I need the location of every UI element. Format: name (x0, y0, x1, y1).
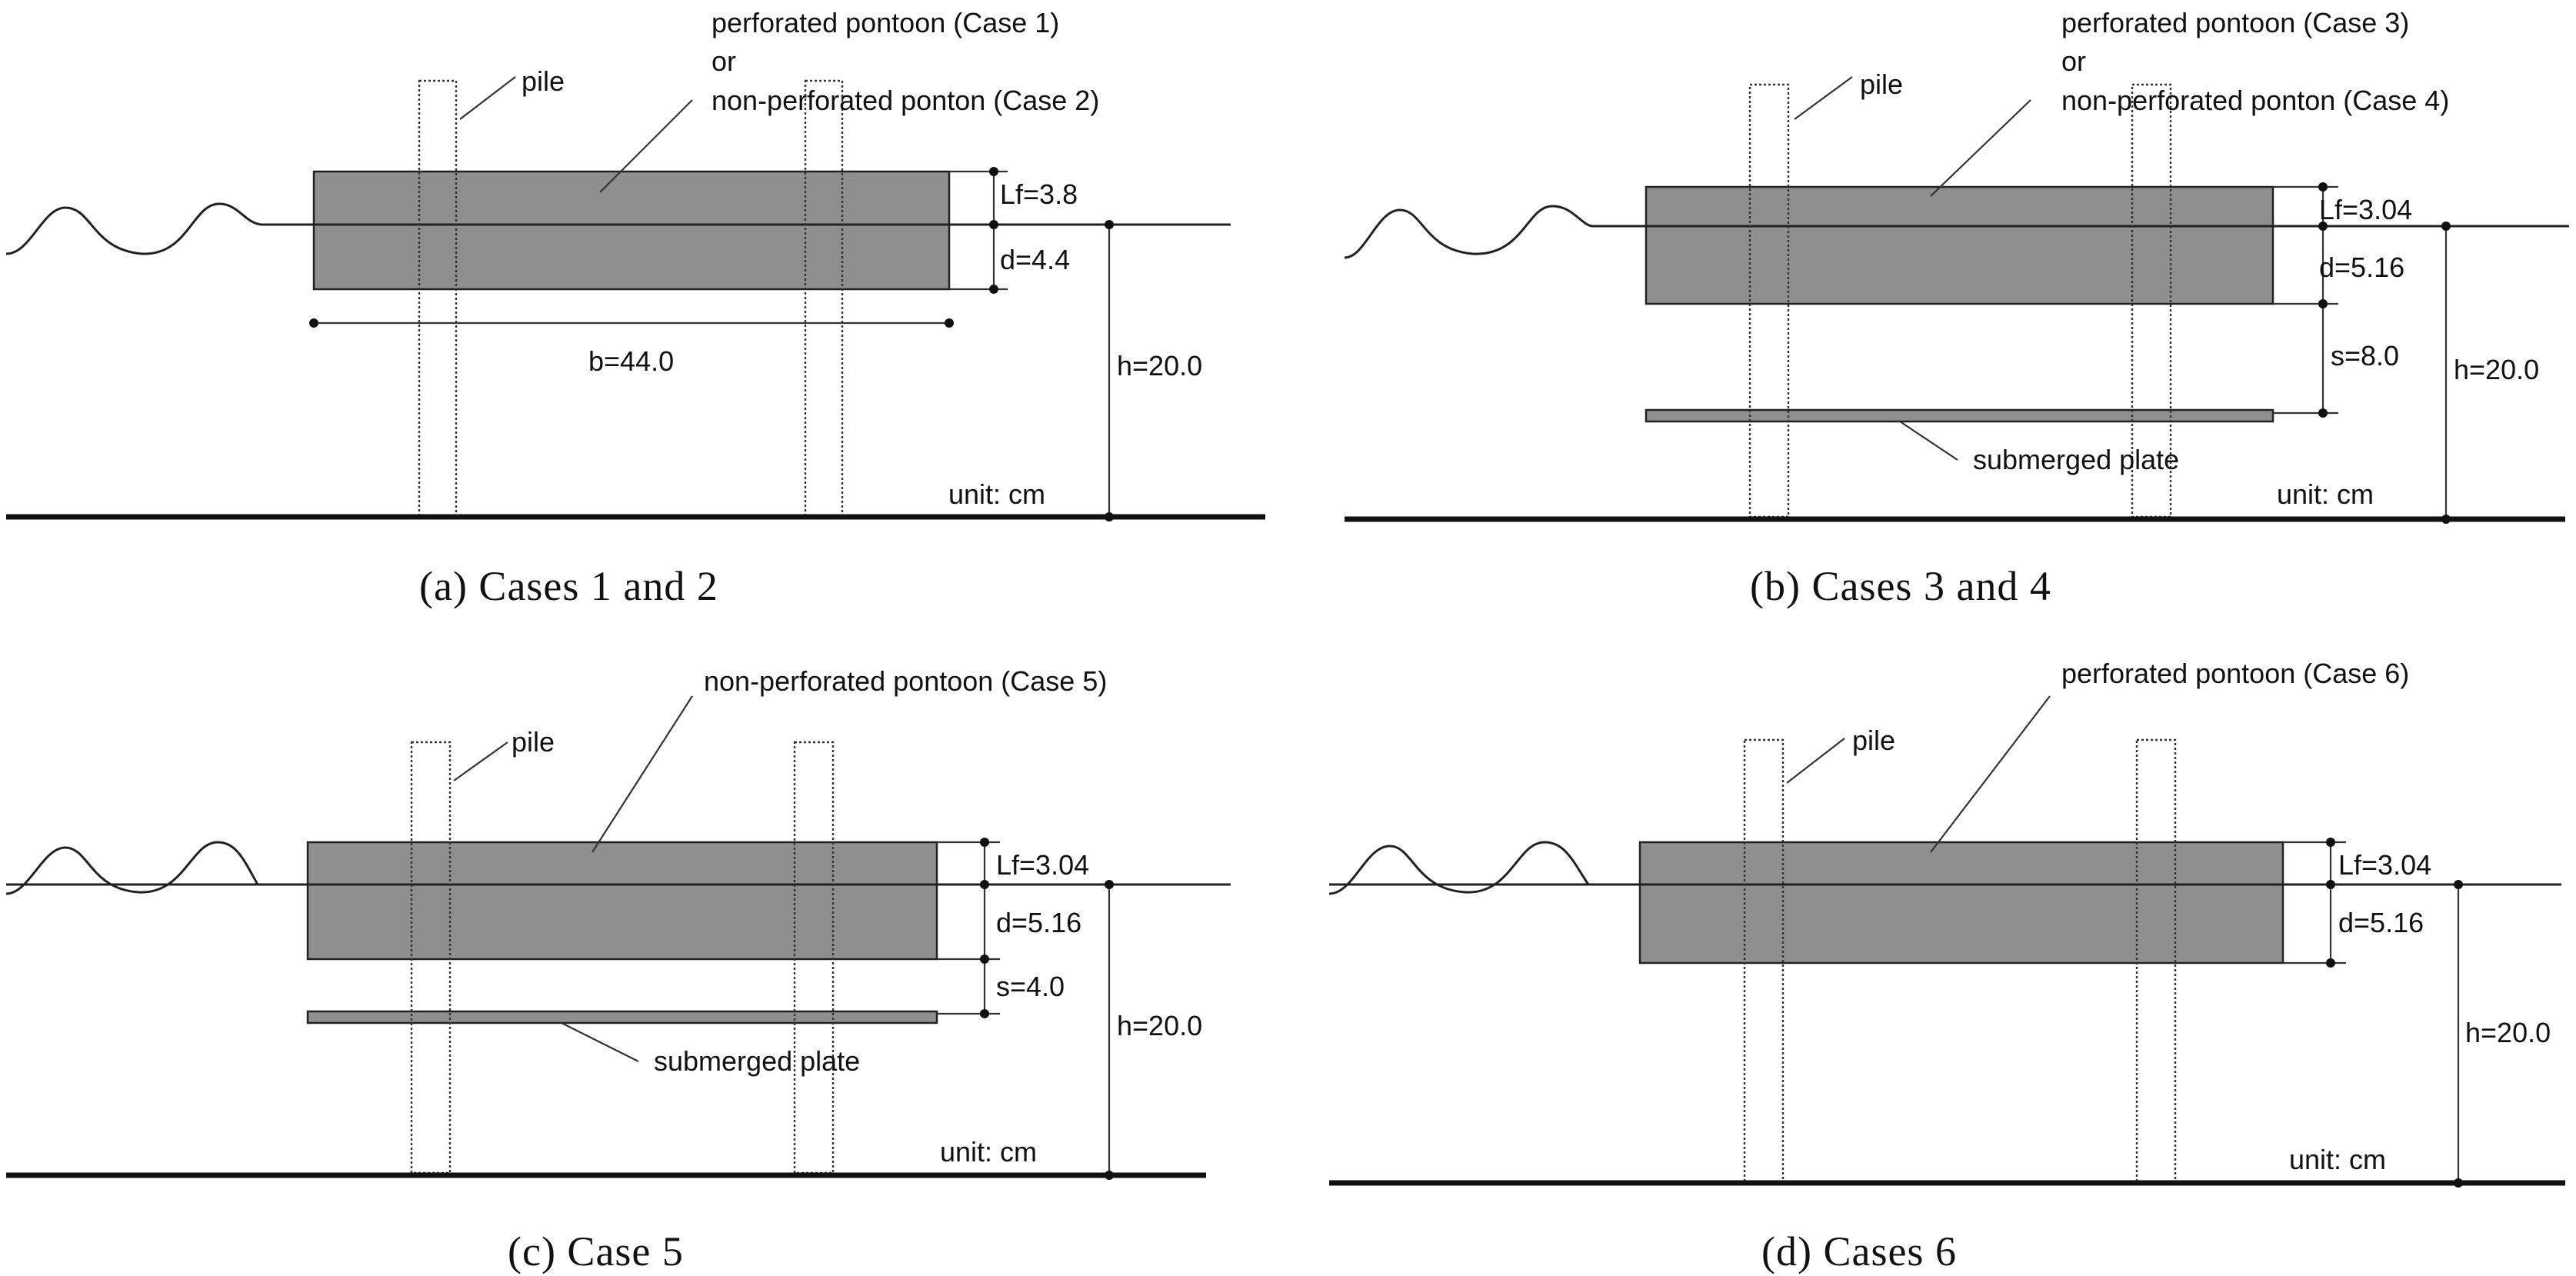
pontoon-label-line-3: non-perforated ponton (Case 2) (711, 85, 1099, 116)
submerged-plate (306, 1010, 938, 1024)
depth-label: h=20.0 (2454, 354, 2539, 385)
panel-a: pile perforated pontoon (Case 1) or non-… (5, 7, 1265, 609)
wave-icon (5, 202, 262, 255)
depth-label: h=20.0 (1117, 1010, 1202, 1041)
unit-label: unit: cm (948, 478, 1045, 510)
pile-label: pile (522, 65, 565, 97)
pile-label: pile (512, 726, 555, 758)
pile-label: pile (1860, 68, 1903, 100)
plate-label: submerged plate (1973, 444, 2179, 475)
unit-label: unit: cm (2289, 1144, 2386, 1175)
unit-label: unit: cm (2277, 478, 2374, 510)
pontoon (1638, 841, 2284, 964)
freeboard-label: Lf=3.04 (2338, 849, 2431, 881)
pontoon (306, 841, 938, 961)
pontoon-label-line-1: perforated pontoon (Case 1) (711, 7, 1059, 38)
caption: (b) Cases 3 and 4 (1750, 563, 2051, 609)
freeboard-label: Lf=3.04 (996, 849, 1089, 881)
pontoon-label-line-1: perforated pontoon (Case 6) (2061, 658, 2409, 689)
draft-label: d=4.4 (1000, 244, 1070, 275)
draft-label: d=5.16 (2319, 252, 2404, 283)
caption: (d) Cases 6 (1761, 1228, 1957, 1274)
caption: (a) Cases 1 and 2 (419, 563, 718, 609)
pontoon (1645, 185, 2274, 305)
freeboard-label: Lf=3.8 (1000, 178, 1078, 210)
spacing-label: s=4.0 (996, 971, 1065, 1002)
wave-icon (5, 841, 259, 895)
plate-label: submerged plate (654, 1045, 860, 1077)
depth-label: h=20.0 (2465, 1017, 2551, 1048)
pontoon-label-line-2: or (711, 45, 736, 77)
wave-icon (1344, 205, 1593, 259)
pile-left (418, 79, 458, 517)
draft-label: d=5.16 (2338, 907, 2424, 938)
panel-b: pile perforated pontoon (Case 3) or non-… (1344, 7, 2569, 609)
spacing-label: s=8.0 (2331, 340, 2399, 371)
breadth-label: b=44.0 (588, 345, 674, 377)
pile-label: pile (1852, 725, 1895, 756)
pile-right (804, 79, 844, 517)
unit-label: unit: cm (940, 1136, 1037, 1168)
pile-right (793, 741, 835, 1174)
submerged-plate (1645, 408, 2274, 423)
pontoon-label-line-1: perforated pontoon (Case 3) (2061, 7, 2409, 38)
panel-d: pile perforated pontoon (Case 6) Lf=3.04… (1328, 658, 2565, 1274)
draft-label: d=5.16 (996, 907, 1081, 938)
panel-c: pile non-perforated pontoon (Case 5) Lf=… (5, 665, 1231, 1274)
caption: (c) Case 5 (508, 1228, 684, 1274)
wave-icon (1328, 841, 1590, 895)
freeboard-label: Lf=3.04 (2319, 194, 2412, 225)
depth-label: h=20.0 (1117, 350, 1202, 381)
pontoon-label-line-2: or (2061, 45, 2086, 77)
pontoon (312, 170, 951, 291)
pile-left (410, 741, 452, 1174)
pontoon-label-line-1: non-perforated pontoon (Case 5) (704, 665, 1107, 697)
pontoon-label-line-3: non-perforated ponton (Case 4) (2061, 85, 2449, 116)
